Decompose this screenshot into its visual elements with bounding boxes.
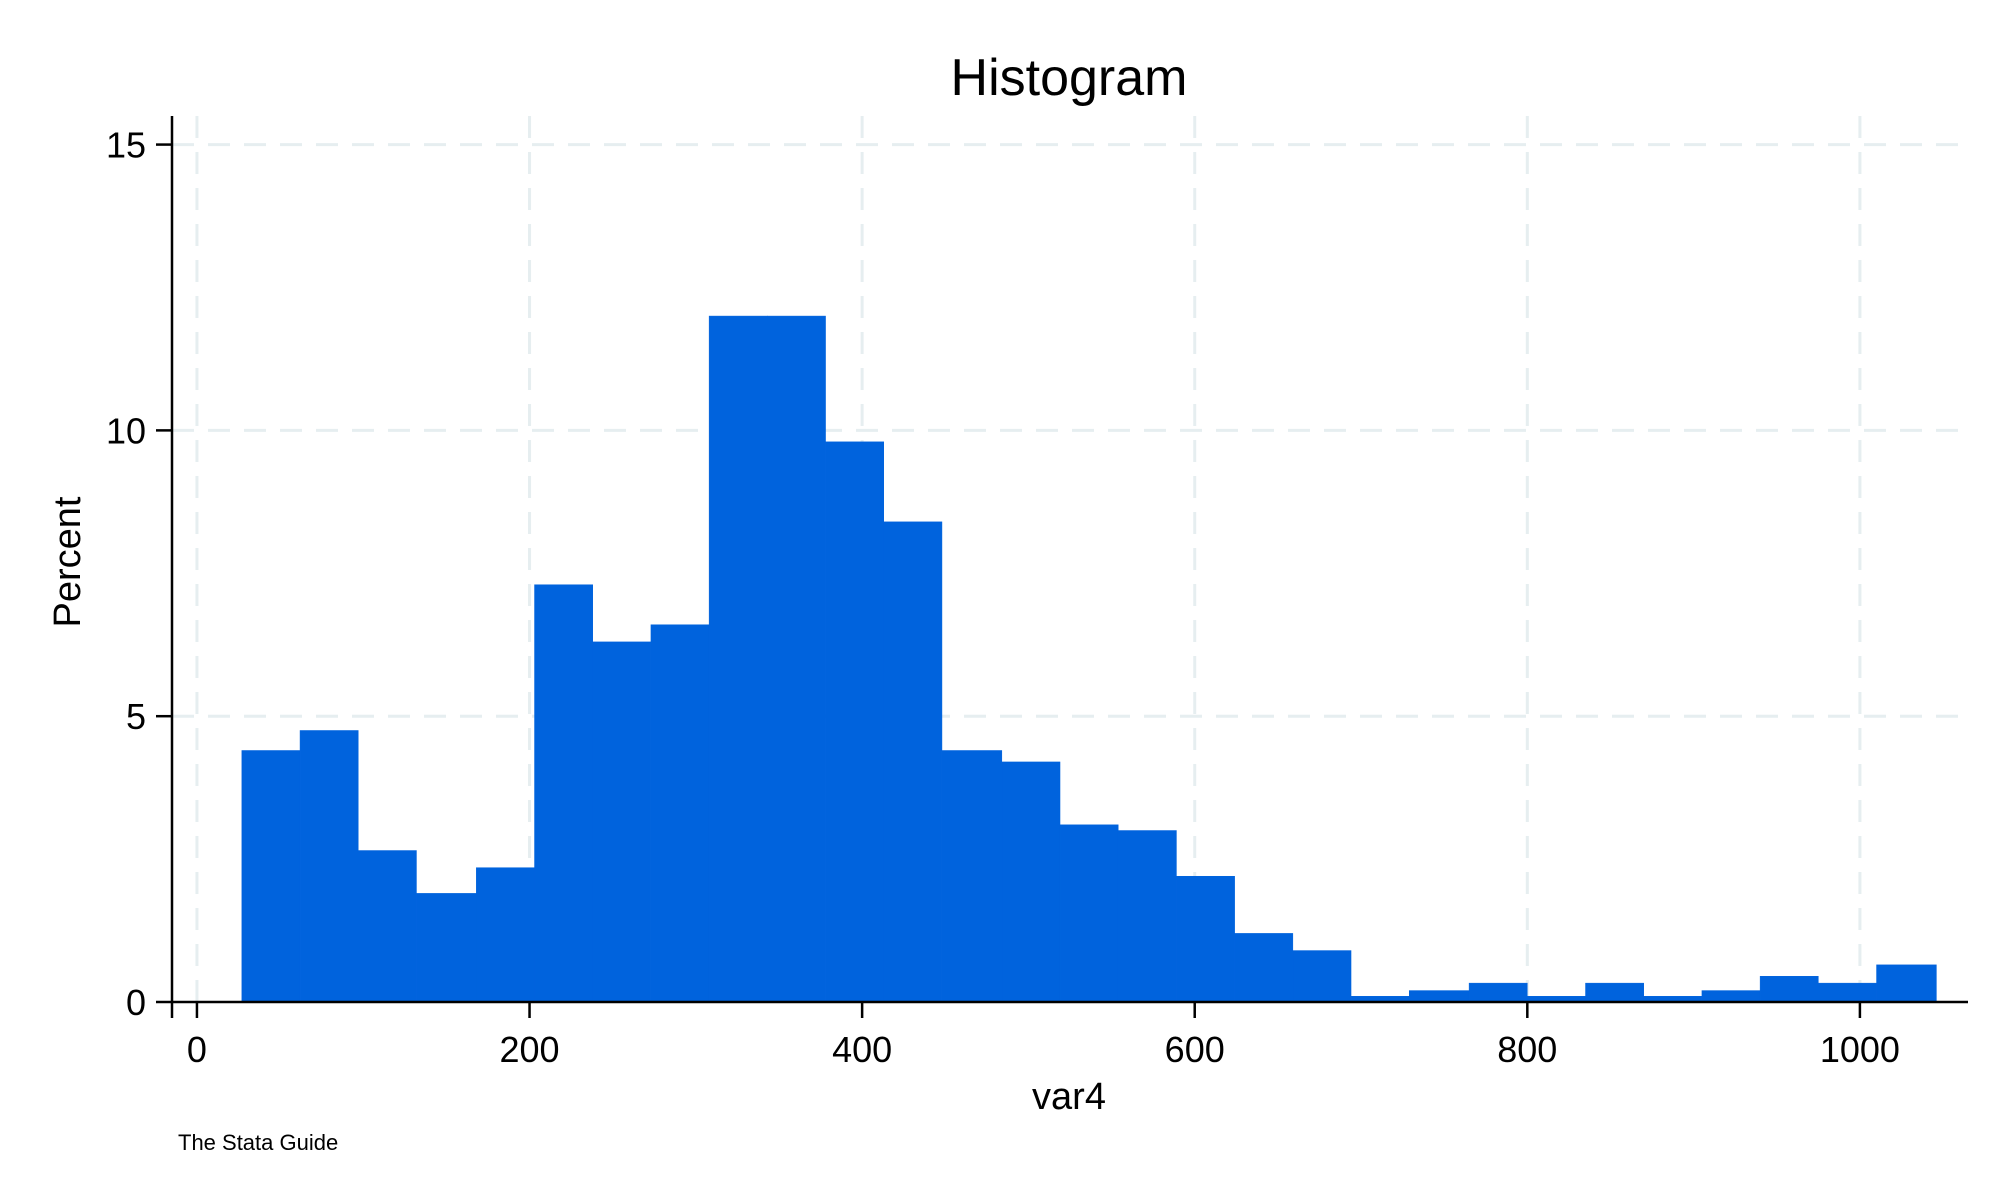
histogram-bar (767, 315, 826, 1003)
histogram-bar (1759, 976, 1819, 1003)
chart-title: Histogram (951, 49, 1188, 107)
histogram-bar (534, 584, 593, 1003)
histogram-bar (241, 750, 301, 1003)
x-tick-label: 0 (187, 1029, 207, 1070)
y-tick-label: 10 (106, 410, 146, 451)
gridlines (172, 116, 1968, 1002)
histogram-bar (1117, 830, 1177, 1003)
x-tick-label: 400 (832, 1029, 892, 1070)
histogram-bar (358, 850, 417, 1003)
x-tick-label: 1000 (1820, 1029, 1900, 1070)
source-note: The Stata Guide (178, 1130, 338, 1155)
histogram-bar (708, 315, 768, 1003)
y-tick-label: 5 (126, 696, 146, 737)
histogram-bar (941, 750, 1003, 1003)
histogram-bar (1059, 824, 1119, 1003)
histogram-bar (1468, 982, 1528, 1003)
histogram-bar (650, 624, 710, 1003)
x-axis-label: var4 (1032, 1076, 1106, 1118)
histogram-bar (299, 730, 359, 1003)
histogram-bar (416, 893, 477, 1003)
x-tick-label: 200 (499, 1029, 559, 1070)
y-axis-label: Percent (47, 496, 89, 627)
histogram-bar (1292, 950, 1352, 1003)
y-tick-label: 15 (106, 125, 146, 166)
histogram-bars (241, 315, 1937, 1003)
histogram-bar (1001, 761, 1061, 1003)
histogram-bar (1176, 875, 1235, 1003)
histogram-bar (1876, 964, 1937, 1003)
histogram-bar (1585, 982, 1644, 1003)
y-tick-label: 0 (126, 982, 146, 1023)
histogram-bar (1408, 990, 1470, 1003)
histogram-bar (883, 521, 943, 1003)
histogram-bar (1234, 933, 1294, 1003)
histogram-bar (476, 867, 535, 1003)
histogram-bar (1701, 990, 1761, 1003)
histogram-bar (592, 641, 652, 1003)
x-tick-label: 600 (1165, 1029, 1225, 1070)
x-tick-label: 800 (1497, 1029, 1557, 1070)
axes: 0 200 400 600 800 1000 0 5 10 15 (106, 116, 1968, 1070)
histogram-bar (825, 441, 884, 1003)
histogram-bar (1818, 982, 1877, 1003)
